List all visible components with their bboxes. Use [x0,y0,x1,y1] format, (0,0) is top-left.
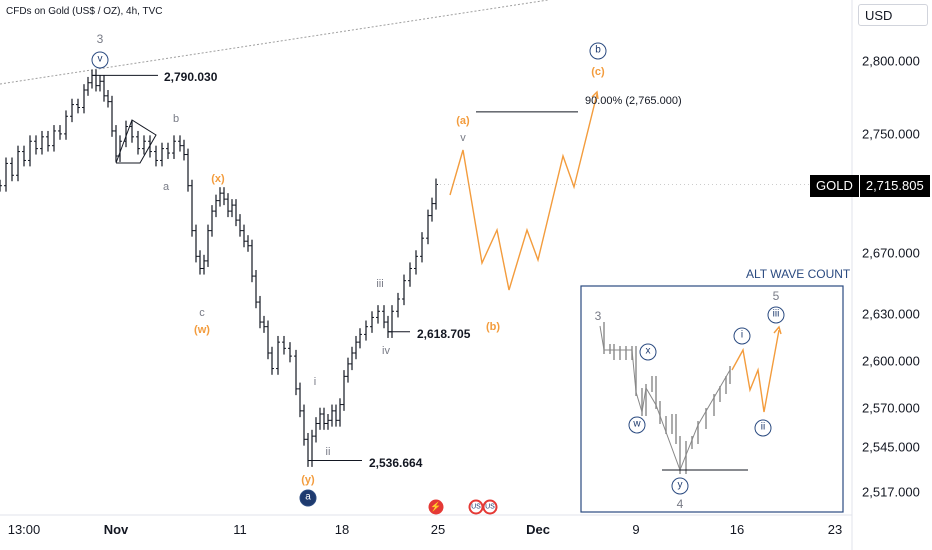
x-tick-label: 11 [233,522,247,537]
wave-iii-label: iii [376,278,384,290]
price-tag-symbol: GOLD [810,175,860,197]
wave-iv-label: iv [382,345,390,357]
x-tick-label: 23 [827,522,843,537]
alt-wave-box [580,285,844,513]
wave-3-label: 3 [96,32,104,46]
wave-w-label: (w) [194,324,210,336]
alt-4-label: 4 [676,497,684,511]
fib-level-label: 90.00% (2,765.000) [585,95,682,107]
wave-c-small-label: c [199,307,205,319]
y-tick-label: 2,570.000 [862,400,920,416]
alt-iii-circle: iii [767,306,785,324]
alt-projection-arrow [773,325,782,335]
alt-y-circle: y [671,477,689,495]
wave-ii-label: ii [325,446,331,458]
wave-i-label: i [313,376,317,388]
projection-path [449,93,598,291]
y-tick-label: 2,800.000 [862,53,920,69]
alt-3-label: 3 [594,309,602,323]
wave-y-label: (y) [301,474,315,486]
alt-x-circle: x [639,343,657,361]
x-tick-label: 9 [632,522,640,537]
alt-i-circle: i [733,327,751,345]
proj-v-label: v [460,132,466,144]
alt-wave-count-title: ALT WAVE COUNT [746,267,851,281]
wave-v-circle: v [91,51,109,69]
wave-x-label: (x) [211,173,225,185]
y-tick-label: 2,517.000 [862,484,920,500]
x-tick-label: 13:00 [7,522,41,537]
proj-c-label: (c) [591,66,605,78]
price-tag-value: 2,715.805 [865,178,924,193]
wave-b-small-label: b [172,113,180,125]
x-tick-label: 16 [729,522,745,537]
x-tick-label: Dec [526,522,550,537]
alt-price-line [599,325,731,472]
proj-a-label: (a) [456,115,470,127]
y-tick-label: 2,630.000 [862,306,920,322]
event-flash-icon[interactable]: ⚡ [428,499,444,515]
alt-5-label: 5 [772,289,780,303]
y-tick-label: 2,750.000 [862,126,920,142]
wave-a-small-label: a [162,181,170,193]
high-value-label: 2,790.030 [164,70,218,84]
event-us-flag-icon[interactable]: US [468,499,484,515]
triangle-pattern [115,119,157,164]
y-tick-label: 2,670.000 [862,245,920,261]
upper-trendline [0,0,549,85]
currency-selector[interactable]: USD [858,4,928,26]
x-tick-label: 25 [430,522,446,537]
alt-w-circle: w [628,416,646,434]
x-tick-label: Nov [103,522,129,537]
alt-ii-circle: ii [754,419,772,437]
current-price-tag: GOLD 2,715.805 [810,175,930,197]
y-tick-label: 2,545.000 [862,439,920,455]
chart-title: CFDs on Gold (US$ / OZ), 4h, TVC [6,6,163,17]
x-tick-label: 18 [334,522,350,537]
projection-arrow [591,90,599,100]
alt-projection-path [731,329,780,413]
wave-a-circle: a [299,489,317,507]
mid-value-label: 2,618.705 [417,327,471,341]
proj-b-circle: b [589,42,607,60]
y-tick-label: 2,600.000 [862,353,920,369]
proj-b-label: (b) [485,321,501,333]
low-value-label: 2,536.664 [369,456,423,470]
event-us-flag-icon-2[interactable]: US [482,499,498,515]
